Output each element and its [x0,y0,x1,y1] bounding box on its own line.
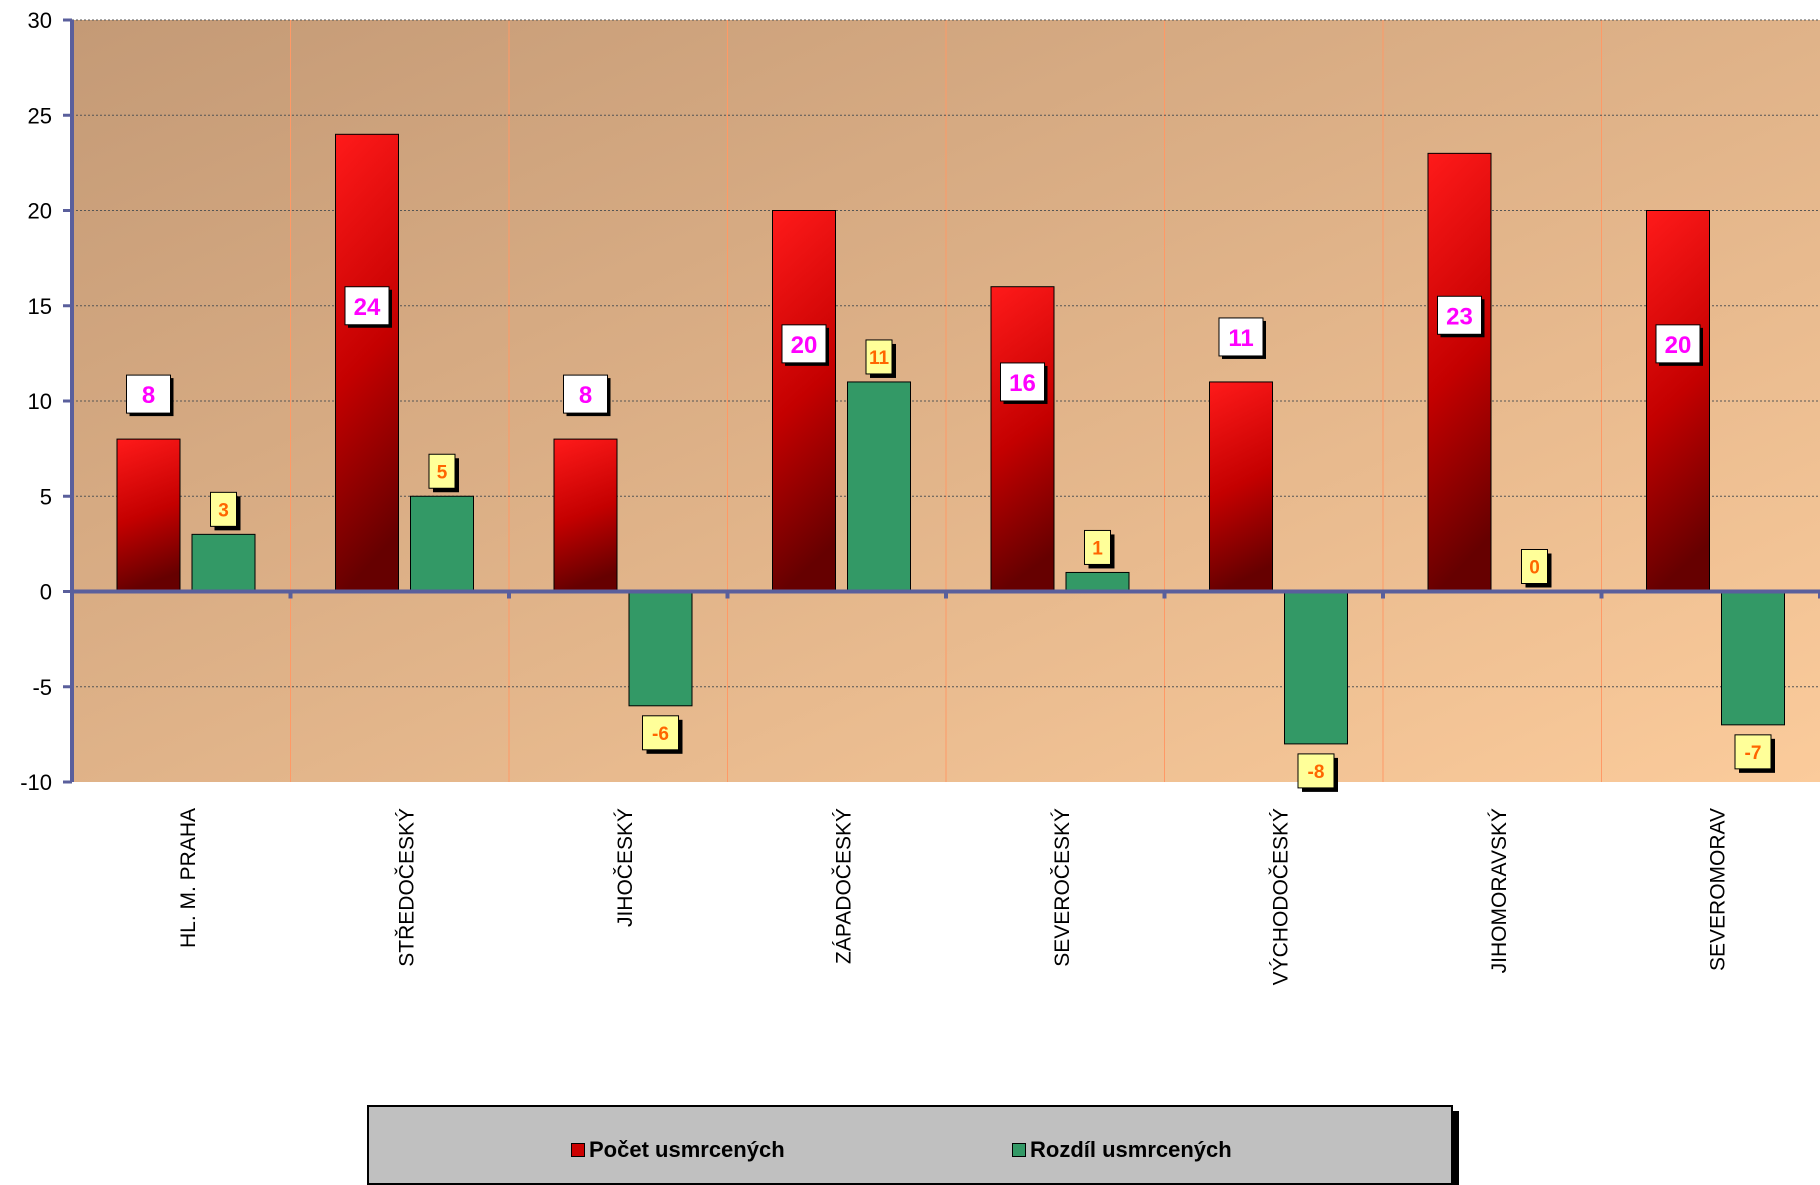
data-label-box [781,324,827,364]
bar-pocet [116,438,181,592]
data-label-rozdil: 1 [1092,538,1103,559]
y-tick-label: 30 [28,8,52,33]
legend-item-pocet: Počet usmrcených [571,1137,785,1163]
category-label: SEVEROČESKÝ [1051,808,1074,967]
data-label-box [563,374,608,414]
data-label-box [344,286,390,326]
data-label-pocet: 20 [791,332,818,359]
data-label-box [210,491,237,527]
bar-pocet [1427,152,1492,592]
data-label-box [1000,362,1045,402]
bar-rozdil [1065,571,1130,593]
legend-swatch-green [1012,1143,1026,1157]
data-label-box [865,339,893,375]
bar-rozdil [410,495,474,592]
category-label: JIHOMORAVSKÝ [1488,808,1511,973]
data-label-box [126,374,171,414]
y-tick-label: 5 [40,484,52,509]
y-tick-label: 20 [28,199,52,224]
category-label: SEVEROMORAV [1707,808,1730,971]
data-label-rozdil: -6 [652,724,669,745]
category-label: STŘEDOČESKÝ [396,808,419,967]
data-label-rozdil: 3 [218,500,229,521]
data-label-pocet: 8 [579,382,592,409]
legend-swatch-red [571,1143,585,1157]
data-label-pocet: 8 [142,382,155,409]
y-tick-label: 25 [28,103,52,128]
category-label: VÝCHODOČESKÝ [1270,808,1293,985]
data-label-rozdil: -7 [1745,743,1762,764]
bar-pocet [1209,381,1273,593]
y-tick-label: -5 [32,675,52,700]
data-label-box [1655,324,1701,364]
bar-rozdil [1284,591,1348,745]
category-label: JIHOČESKÝ [614,808,637,927]
data-label-pocet: 16 [1009,370,1036,397]
y-tick-label: 15 [28,294,52,319]
bar-rozdil [1721,591,1785,726]
category-label: ZÁPADOČESKÝ [833,808,856,964]
legend: Počet usmrcených Rozdíl usmrcených [367,1105,1453,1185]
data-label-box [428,453,456,489]
y-tick-label: -10 [20,770,52,795]
data-label-rozdil: 5 [437,462,448,483]
legend-label-rozdil: Rozdíl usmrcených [1030,1137,1232,1162]
data-label-box [1734,734,1772,770]
data-label-box [1297,753,1335,789]
bar-pocet [990,286,1055,592]
y-tick-label: 10 [28,389,52,414]
bar-pocet [335,133,399,593]
data-label-pocet: 23 [1446,303,1473,330]
y-tick-label: 0 [40,580,52,605]
data-label-box [1521,549,1548,584]
data-label-pocet: 11 [1228,325,1253,352]
bar-rozdil [847,381,911,593]
data-label-box [1437,295,1482,335]
legend-item-rozdil: Rozdíl usmrcených [1012,1137,1232,1163]
bar-rozdil [628,591,693,707]
legend-label-pocet: Počet usmrcených [589,1137,785,1162]
bar-pocet [553,438,618,592]
data-label-rozdil: 11 [869,348,890,369]
data-label-pocet: 20 [1665,332,1692,359]
data-label-box [1218,317,1264,357]
category-label: HL. M. PRAHA [177,808,200,948]
data-label-box [642,715,679,751]
data-label-box [1084,529,1111,565]
bar-pocet [1646,210,1710,592]
data-label-rozdil: -8 [1308,762,1325,783]
data-label-pocet: 24 [354,294,381,321]
bar-rozdil [191,533,256,592]
data-label-rozdil: 0 [1529,558,1540,579]
bar-pocet [772,210,836,592]
